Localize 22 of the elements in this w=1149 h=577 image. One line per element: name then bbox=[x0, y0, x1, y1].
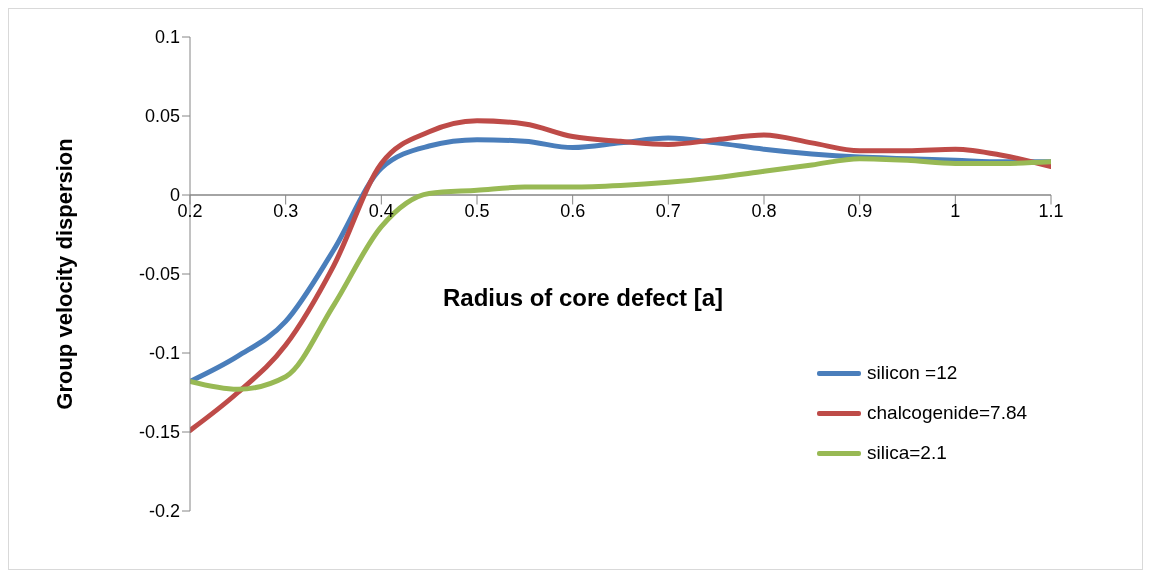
x-tick-label: 0.2 bbox=[177, 201, 203, 221]
y-tick-label: 0 bbox=[169, 185, 180, 206]
x-tick-label: 1.1 bbox=[1038, 201, 1064, 221]
legend-label: chalcogenide=7.84 bbox=[867, 402, 1028, 424]
legend-label: silicon =12 bbox=[867, 362, 958, 384]
y-tick-label: -0.2 bbox=[148, 501, 180, 522]
x-tick-label: 0.8 bbox=[751, 201, 777, 221]
y-tick-label: -0.15 bbox=[138, 422, 180, 443]
y-tick-label: 0.05 bbox=[144, 106, 180, 127]
legend-label: silica=2.1 bbox=[867, 442, 947, 464]
x-tick-label: 0.5 bbox=[464, 201, 490, 221]
x-axis-title: Radius of core defect [a] bbox=[443, 284, 724, 312]
x-tick-label: 1 bbox=[950, 201, 961, 221]
y-tick-label: -0.1 bbox=[148, 343, 180, 364]
y-tick-label: 0.1 bbox=[154, 27, 180, 48]
x-tick-label: 0.9 bbox=[847, 201, 873, 221]
y-tick-label: -0.05 bbox=[138, 264, 180, 285]
x-tick-label: 0.6 bbox=[560, 201, 586, 221]
x-tick-label: 0.3 bbox=[273, 201, 299, 221]
x-tick-label: 0.7 bbox=[655, 201, 681, 221]
x-tick-label: 0.4 bbox=[368, 201, 394, 221]
y-axis-title: Group velocity dispersion bbox=[51, 138, 77, 410]
